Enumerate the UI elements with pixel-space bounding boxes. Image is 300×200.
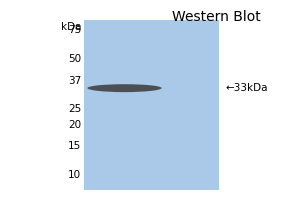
Text: Western Blot: Western Blot: [172, 10, 260, 24]
Text: kDa: kDa: [61, 22, 81, 32]
Text: ←33kDa: ←33kDa: [226, 83, 268, 93]
Ellipse shape: [87, 84, 162, 92]
